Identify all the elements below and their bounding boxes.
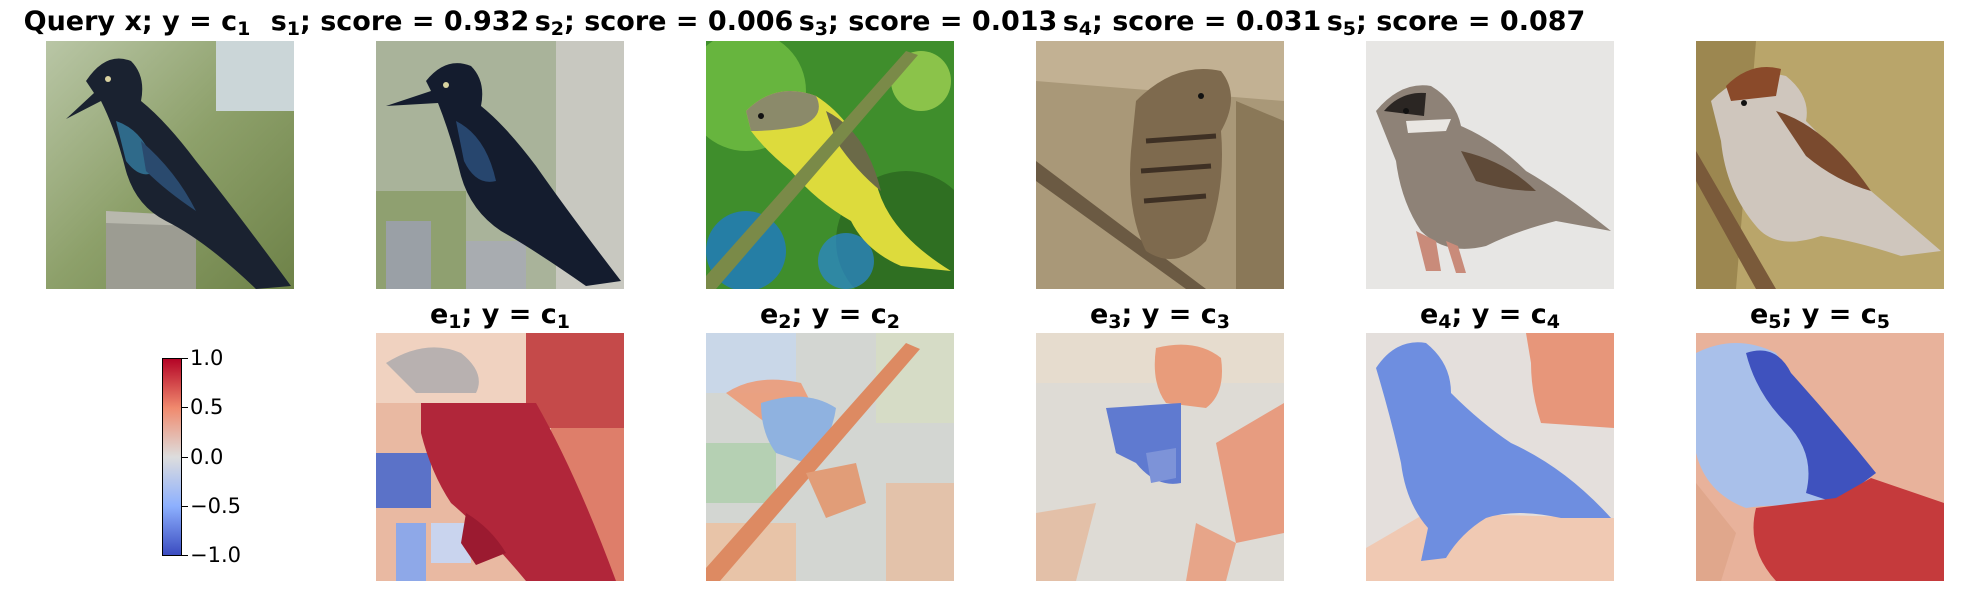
explanation-sym: e xyxy=(1089,299,1109,330)
explanation-class-sym: c xyxy=(1200,299,1217,330)
score-value: 0.087 xyxy=(1499,6,1586,37)
explanation-class-sub: 4 xyxy=(1546,311,1561,333)
explanation-map-2 xyxy=(706,333,954,581)
similar-image-1 xyxy=(376,41,624,289)
similar-image-3 xyxy=(1036,41,1284,289)
explanation-map-1 xyxy=(376,333,624,581)
similar-image-2 xyxy=(706,41,954,289)
explanation-map-4 xyxy=(1366,333,1614,581)
colorbar-tick-label: 0.5 xyxy=(190,395,224,419)
explanation-map-5 xyxy=(1696,333,1944,581)
explanation-class-sub: 3 xyxy=(1216,311,1231,333)
explanation-class-sym: c xyxy=(1860,299,1877,330)
explanation-sym: e xyxy=(429,299,449,330)
query-class-var: y xyxy=(162,6,180,37)
similar-sym: s xyxy=(798,6,815,37)
colorbar-tick-label: 1.0 xyxy=(190,346,224,370)
explanation-class-var: y xyxy=(811,299,830,330)
explanation-class-var: y xyxy=(1471,299,1490,330)
explanation-sub: 1 xyxy=(448,311,462,333)
similar-image-4 xyxy=(1366,41,1614,289)
score-label: score xyxy=(1112,6,1195,37)
query-class-sym: c xyxy=(221,6,238,37)
query-title: Query x; y = c1 xyxy=(23,6,251,40)
score-label: score xyxy=(320,6,403,37)
similar-sym: s xyxy=(1062,6,1079,37)
explanation-class-sym: c xyxy=(1530,299,1547,330)
colorbar-gradient xyxy=(163,359,181,555)
score-label: score xyxy=(584,6,667,37)
similar-title-4: s4; score = 0.031 xyxy=(1062,6,1322,40)
similar-image-5 xyxy=(1696,41,1944,289)
explanation-class-sub: 2 xyxy=(886,311,901,333)
explanation-title-3: e3; y = c3 xyxy=(1089,299,1231,333)
score-value: 0.932 xyxy=(443,6,530,37)
explanation-map-3 xyxy=(1036,333,1284,581)
score-value: 0.031 xyxy=(1235,6,1322,37)
explanation-title-1: e1; y = c1 xyxy=(429,299,571,333)
explanation-class-var: y xyxy=(481,299,500,330)
explanation-class-var: y xyxy=(1141,299,1160,330)
query-var: x xyxy=(124,6,142,37)
similar-sub: 3 xyxy=(814,18,828,40)
colorbar-tick-label: −0.5 xyxy=(190,494,241,518)
explanation-title-2: e2; y = c2 xyxy=(759,299,901,333)
score-value: 0.013 xyxy=(971,6,1058,37)
explanation-class-sub: 5 xyxy=(1876,311,1891,333)
explanation-class-sub: 1 xyxy=(556,311,571,333)
explanation-sym: e xyxy=(1419,299,1439,330)
colorbar-tick xyxy=(182,506,188,507)
similar-title-2: s2; score = 0.006 xyxy=(534,6,794,40)
colorbar-tick xyxy=(182,358,188,359)
score-label: score xyxy=(1376,6,1459,37)
similar-sub: 4 xyxy=(1078,18,1092,40)
explanation-class-sym: c xyxy=(870,299,887,330)
similar-sub: 1 xyxy=(286,18,300,40)
similar-sym: s xyxy=(1326,6,1343,37)
colorbar-tick-label: 0.0 xyxy=(190,445,224,469)
similar-sym: s xyxy=(534,6,551,37)
query-class-sub: 1 xyxy=(237,18,251,40)
explanation-class-sym: c xyxy=(540,299,557,330)
explanation-title-4: e4; y = c4 xyxy=(1419,299,1561,333)
explanation-sub: 4 xyxy=(1438,311,1452,333)
explanation-sub: 5 xyxy=(1768,311,1782,333)
query-image xyxy=(46,41,294,289)
similar-title-3: s3; score = 0.013 xyxy=(798,6,1058,40)
similar-title-1: s1; score = 0.932 xyxy=(270,6,530,40)
explanation-title-5: e5; y = c5 xyxy=(1749,299,1891,333)
colorbar-tick-label: −1.0 xyxy=(190,543,241,567)
explanation-sym: e xyxy=(759,299,779,330)
similar-sub: 2 xyxy=(550,18,564,40)
query-label: Query xyxy=(23,6,116,37)
score-value: 0.006 xyxy=(707,6,794,37)
colorbar-tick xyxy=(182,407,188,408)
colorbar xyxy=(162,358,182,556)
explanation-sub: 3 xyxy=(1108,311,1122,333)
similar-sym: s xyxy=(270,6,287,37)
explanation-sub: 2 xyxy=(778,311,792,333)
similar-sub: 5 xyxy=(1342,18,1356,40)
colorbar-tick xyxy=(182,555,188,556)
explanation-class-var: y xyxy=(1801,299,1820,330)
colorbar-tick xyxy=(182,457,188,458)
score-label: score xyxy=(848,6,931,37)
similar-title-5: s5; score = 0.087 xyxy=(1326,6,1586,40)
explanation-sym: e xyxy=(1749,299,1769,330)
